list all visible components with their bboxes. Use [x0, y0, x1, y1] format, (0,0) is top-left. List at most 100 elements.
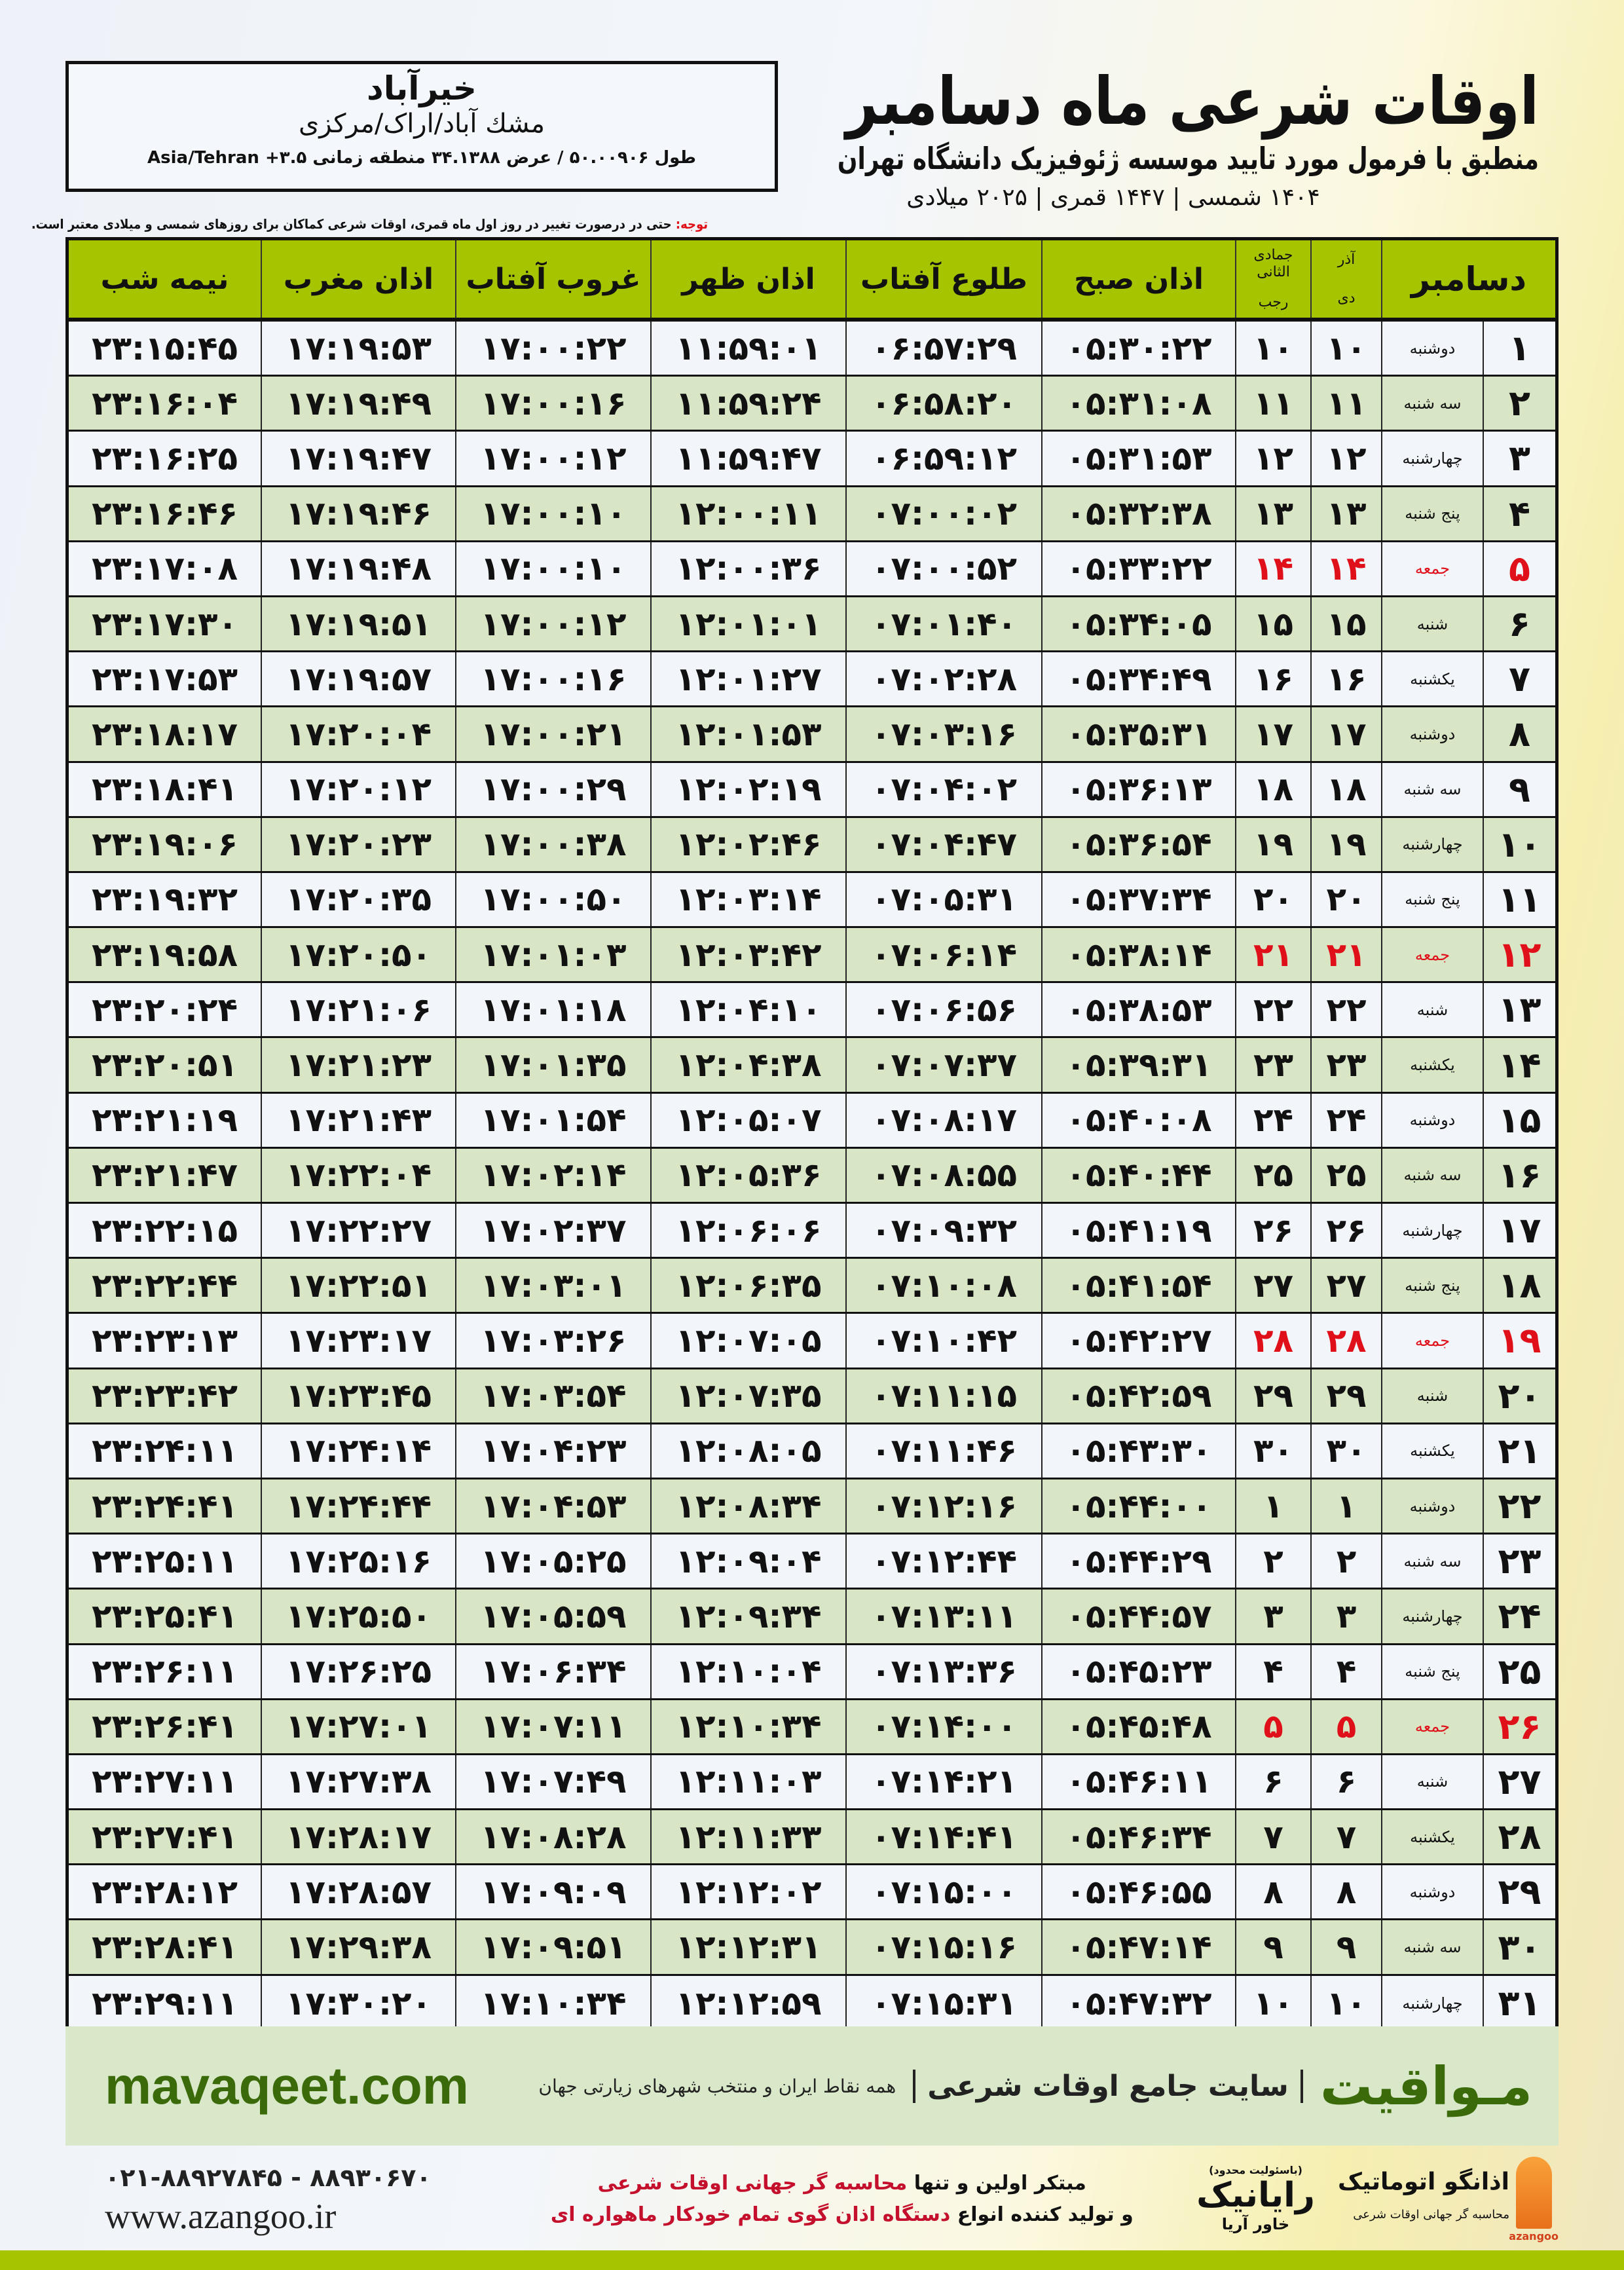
cell-maghrib: ۱۷:۲۷:۳۸ [261, 1755, 455, 1809]
cell-maghrib: ۱۷:۳۰:۲۰ [261, 1975, 455, 2031]
cell-dhuhr: ۱۲:۰۵:۳۶ [650, 1148, 845, 1202]
phone-numbers: ۰۲۱-۸۸۹۲۷۸۴۵ - ۸۸۹۳۰۶۷۰ [105, 2163, 432, 2192]
cell-hijri: ۳۰ [1235, 1424, 1310, 1478]
azangoo-tag: محاسبه گر جهانی اوقات شرعی [1353, 2207, 1509, 2222]
cell-dey: ۳۰ [1310, 1424, 1381, 1478]
page-title: اوقات شرعی ماه دسامبر [845, 63, 1539, 140]
col-sunrise: طلوع آفتاب [845, 240, 1041, 318]
cell-sunrise: ۰۷:۰۸:۵۵ [845, 1148, 1041, 1202]
cell-sunrise: ۰۷:۰۰:۰۲ [845, 487, 1041, 540]
col-maghrib: اذان مغرب [261, 240, 455, 318]
cell-midnight: ۲۳:۲۴:۴۱ [91, 1487, 238, 1525]
cell-sunset: ۱۷:۱۰:۳۴ [455, 1975, 650, 2031]
cell-fajr: ۰۵:۳۱:۰۸ [1041, 377, 1235, 430]
cell-sunset: ۱۷:۰۷:۱۱ [455, 1700, 650, 1753]
table-row: ۲۳:۱۹:۵۸ ۱۷:۲۰:۵۰ ۱۷:۰۱:۰۳ ۱۲:۰۳:۴۲ ۰۷:۰۶:۱۴… [69, 928, 1555, 984]
cell-midnight: ۲۳:۲۷:۱۱ [91, 1762, 238, 1801]
rayanik-sub: خاور آریا [1221, 2214, 1290, 2233]
rayanik-small: (باسئولیت محدود) [1209, 2163, 1302, 2176]
cell-sunset: ۱۷:۰۱:۳۵ [455, 1038, 650, 1092]
cell-weekday: شنبه [1381, 1755, 1483, 1809]
cell-hijri: ۲ [1235, 1535, 1310, 1588]
cell-maghrib: ۱۷:۲۱:۰۶ [261, 983, 455, 1037]
cell-maghrib: ۱۷:۲۵:۱۶ [261, 1535, 455, 1588]
cell-dhuhr: ۱۱:۵۹:۲۴ [650, 377, 845, 430]
cell-day: ۲۹ [1483, 1865, 1555, 1919]
cell-midnight: ۲۳:۲۵:۴۱ [91, 1597, 238, 1635]
cell-weekday: جمعه [1381, 1700, 1483, 1753]
cell-sunrise: ۰۷:۱۴:۰۰ [845, 1700, 1041, 1753]
cell-sunset: ۱۷:۰۰:۲۲ [455, 322, 650, 375]
cell-hijri: ۱۰ [1235, 322, 1310, 375]
cell-sunset: ۱۷:۰۱:۵۴ [455, 1093, 650, 1147]
cell-fajr: ۰۵:۴۴:۲۹ [1041, 1535, 1235, 1588]
cell-dey: ۳ [1310, 1590, 1381, 1643]
table-header: نیمه شب اذان مغرب غروب آفتاب اذان ظهر طل… [69, 240, 1555, 322]
cell-dey: ۱۷ [1310, 707, 1381, 761]
cell-weekday: دوشنبه [1381, 707, 1483, 761]
cell-fajr: ۰۵:۳۲:۳۸ [1041, 487, 1235, 540]
cell-midnight: ۲۳:۲۲:۱۵ [91, 1211, 238, 1250]
cell-hijri: ۵ [1235, 1700, 1310, 1753]
table-row: ۲۳:۱۶:۰۴ ۱۷:۱۹:۴۹ ۱۷:۰۰:۱۶ ۱۱:۵۹:۲۴ ۰۶:۵۸:۲۰… [69, 377, 1555, 432]
cell-fajr: ۰۵:۳۰:۲۲ [1041, 322, 1235, 375]
cell-dhuhr: ۱۲:۰۴:۳۸ [650, 1038, 845, 1092]
cell-maghrib: ۱۷:۲۲:۰۴ [261, 1148, 455, 1202]
cell-midnight: ۲۳:۱۷:۵۳ [91, 660, 238, 698]
table-row: ۲۳:۲۸:۱۲ ۱۷:۲۸:۵۷ ۱۷:۰۹:۰۹ ۱۲:۱۲:۰۲ ۰۷:۱۵:۰۰… [69, 1865, 1555, 1921]
cell-day: ۱۶ [1483, 1148, 1555, 1202]
cell-dey: ۱۵ [1310, 597, 1381, 651]
table-row: ۲۳:۱۷:۳۰ ۱۷:۱۹:۵۱ ۱۷:۰۰:۱۲ ۱۲:۰۱:۰۱ ۰۷:۰۱:۴۰… [69, 597, 1555, 653]
cell-day: ۲۴ [1483, 1590, 1555, 1643]
cell-sunrise: ۰۷:۱۲:۴۴ [845, 1535, 1041, 1588]
cell-weekday: دوشنبه [1381, 1865, 1483, 1919]
cell-hijri: ۱۷ [1235, 707, 1310, 761]
cell-weekday: چهارشنبه [1381, 1590, 1483, 1643]
cell-sunrise: ۰۷:۱۱:۴۶ [845, 1424, 1041, 1478]
site-description: سایت جامع اوقات شرعی [913, 2069, 1303, 2103]
cell-maghrib: ۱۷:۱۹:۴۷ [261, 432, 455, 485]
azangoo-url[interactable]: www.azangoo.ir [105, 2196, 337, 2236]
cell-dey: ۲۴ [1310, 1093, 1381, 1147]
cell-hijri: ۱۰ [1235, 1975, 1310, 2031]
cell-maghrib: ۱۷:۱۹:۵۱ [261, 597, 455, 651]
promo-text: مبتکر اولین و تنها محاسبه گر جهانی اوقات… [522, 2168, 1162, 2231]
cell-dhuhr: ۱۲:۰۸:۰۵ [650, 1424, 845, 1478]
cell-hijri: ۷ [1235, 1810, 1310, 1864]
cell-weekday: چهارشنبه [1381, 817, 1483, 871]
cell-sunrise: ۰۷:۱۴:۴۱ [845, 1810, 1041, 1864]
site-url[interactable]: mavaqeet.com [105, 2056, 469, 2115]
cell-dhuhr: ۱۲:۱۲:۵۹ [650, 1975, 845, 2031]
cell-sunset: ۱۷:۰۳:۵۴ [455, 1369, 650, 1423]
cell-dey: ۲۱ [1310, 928, 1381, 982]
cell-maghrib: ۱۷:۲۲:۵۱ [261, 1259, 455, 1312]
col-shamsi: آذر دی [1310, 240, 1381, 318]
table-row: ۲۳:۱۶:۲۵ ۱۷:۱۹:۴۷ ۱۷:۰۰:۱۲ ۱۱:۵۹:۴۷ ۰۶:۵۹:۱۲… [69, 432, 1555, 487]
cell-sunset: ۱۷:۰۲:۳۷ [455, 1204, 650, 1257]
cell-sunrise: ۰۷:۰۲:۲۸ [845, 652, 1041, 706]
col-midnight: نیمه شب [100, 262, 229, 296]
cell-sunrise: ۰۷:۱۲:۱۶ [845, 1479, 1041, 1533]
table-row: ۲۳:۱۹:۰۶ ۱۷:۲۰:۲۳ ۱۷:۰۰:۳۸ ۱۲:۰۲:۴۶ ۰۷:۰۴:۴۷… [69, 817, 1555, 873]
note-label: توجه: [675, 216, 708, 232]
cell-dhuhr: ۱۲:۱۰:۳۴ [650, 1700, 845, 1753]
footer-credits: اذانگو اتوماتیک محاسبه گر جهانی اوقات شر… [65, 2151, 1559, 2246]
cell-maghrib: ۱۷:۲۳:۱۷ [261, 1314, 455, 1368]
cell-sunset: ۱۷:۰۰:۱۶ [455, 652, 650, 706]
cell-weekday: یکشنبه [1381, 1810, 1483, 1864]
cell-fajr: ۰۵:۳۶:۵۴ [1041, 817, 1235, 871]
cell-fajr: ۰۵:۴۶:۵۵ [1041, 1865, 1235, 1919]
cell-dey: ۵ [1310, 1700, 1381, 1753]
cell-sunrise: ۰۷:۰۵:۳۱ [845, 872, 1041, 927]
bottom-bar [0, 2250, 1624, 2270]
prayer-times-table: نیمه شب اذان مغرب غروب آفتاب اذان ظهر طل… [65, 237, 1559, 2034]
mavaqeet-banner: مـواقیت سایت جامع اوقات شرعی همه نقاط ای… [65, 2026, 1559, 2146]
cell-weekday: پنج شنبه [1381, 1645, 1483, 1698]
cell-dey: ۱۸ [1310, 762, 1381, 816]
cell-maghrib: ۱۷:۲۵:۵۰ [261, 1590, 455, 1643]
cell-sunset: ۱۷:۰۲:۱۴ [455, 1148, 650, 1202]
cell-midnight: ۲۳:۱۶:۰۴ [91, 384, 238, 422]
cell-dhuhr: ۱۲:۰۱:۵۳ [650, 707, 845, 761]
cell-dhuhr: ۱۲:۰۲:۴۶ [650, 817, 845, 871]
cell-hijri: ۲۴ [1235, 1093, 1310, 1147]
